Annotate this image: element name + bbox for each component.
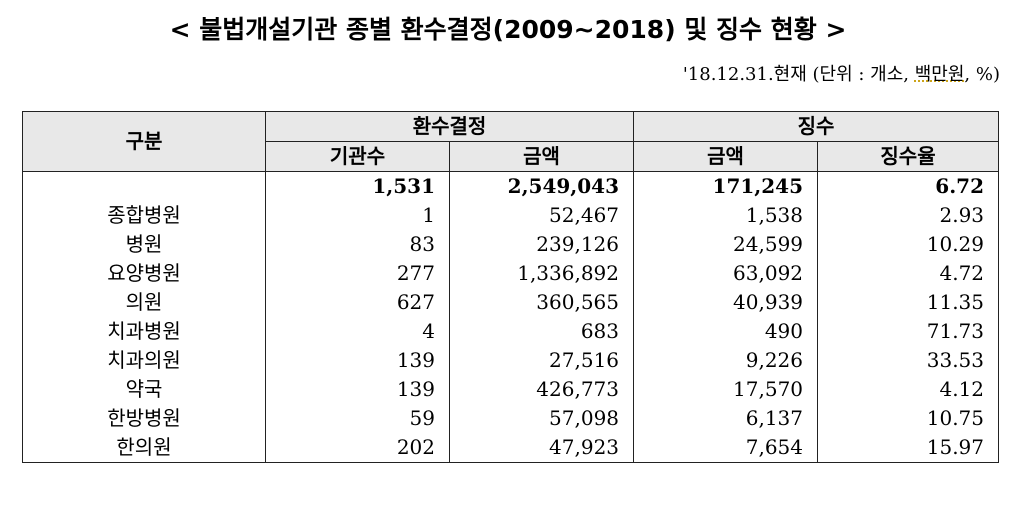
header-category: 구분 xyxy=(22,111,266,172)
row-recovery-amount: 52,467 xyxy=(448,201,635,230)
header-collection-rate: 징수율 xyxy=(817,141,1000,172)
table-row: 병원 83 239,126 24,599 10.29 xyxy=(22,230,1000,259)
row-label: 요양병원 xyxy=(22,259,266,288)
row-collection-amount: 9,226 xyxy=(633,346,819,375)
total-rate: 6.72 xyxy=(817,171,1000,201)
total-recovery-amount: 2,549,043 xyxy=(448,171,635,201)
date-unit-note: '18.12.31.현재 (단위 : 개소, 백만원, %) xyxy=(683,60,1000,86)
row-institutions: 139 xyxy=(265,375,450,404)
row-institutions: 627 xyxy=(265,288,450,317)
row-collection-amount: 17,570 xyxy=(633,375,819,404)
row-rate: 10.29 xyxy=(817,230,1000,259)
row-institutions: 59 xyxy=(265,404,450,433)
row-label: 치과병원 xyxy=(22,317,266,346)
row-label: 치과의원 xyxy=(22,346,266,375)
row-label: 한의원 xyxy=(22,433,266,463)
table-row: 요양병원 277 1,336,892 63,092 4.72 xyxy=(22,259,1000,288)
row-label: 한방병원 xyxy=(22,404,266,433)
row-label: 약국 xyxy=(22,375,266,404)
row-recovery-amount: 57,098 xyxy=(448,404,635,433)
row-recovery-amount: 360,565 xyxy=(448,288,635,317)
row-collection-amount: 7,654 xyxy=(633,433,819,463)
total-row: 1,531 2,549,043 171,245 6.72 xyxy=(22,171,1000,201)
table-row: 약국 139 426,773 17,570 4.12 xyxy=(22,375,1000,404)
row-collection-amount: 40,939 xyxy=(633,288,819,317)
table-row: 의원 627 360,565 40,939 11.35 xyxy=(22,288,1000,317)
row-institutions: 277 xyxy=(265,259,450,288)
table-row: 치과병원 4 683 490 71.73 xyxy=(22,317,1000,346)
row-institutions: 83 xyxy=(265,230,450,259)
recovery-collection-table: 구분 환수결정 징수 기관수 금액 금액 징수율 1,531 2,549,043… xyxy=(22,111,1000,463)
row-rate: 10.75 xyxy=(817,404,1000,433)
row-collection-amount: 24,599 xyxy=(633,230,819,259)
row-collection-amount: 6,137 xyxy=(633,404,819,433)
row-recovery-amount: 47,923 xyxy=(448,433,635,463)
row-institutions: 4 xyxy=(265,317,450,346)
table-row: 종합병원 1 52,467 1,538 2.93 xyxy=(22,201,1000,230)
row-rate: 4.72 xyxy=(817,259,1000,288)
row-rate: 71.73 xyxy=(817,317,1000,346)
row-collection-amount: 1,538 xyxy=(633,201,819,230)
page-title: < 불법개설기관 종별 환수결정(2009~2018) 및 징수 현황 > xyxy=(169,15,847,44)
total-institutions: 1,531 xyxy=(265,171,450,201)
row-label: 종합병원 xyxy=(22,201,266,230)
header-group-recovery: 환수결정 xyxy=(264,111,635,142)
row-institutions: 139 xyxy=(265,346,450,375)
row-recovery-amount: 1,336,892 xyxy=(448,259,635,288)
row-label: 병원 xyxy=(22,230,266,259)
unit-currency: 백만원 xyxy=(914,64,965,85)
header-collection-amount: 금액 xyxy=(633,141,819,172)
header-recovery-amount: 금액 xyxy=(448,141,635,172)
row-recovery-amount: 239,126 xyxy=(448,230,635,259)
date-unit-suffix: , %) xyxy=(964,64,1000,85)
row-rate: 33.53 xyxy=(817,346,1000,375)
row-recovery-amount: 27,516 xyxy=(448,346,635,375)
row-recovery-amount: 683 xyxy=(448,317,635,346)
header-group-collection: 징수 xyxy=(633,111,1000,142)
header-institutions: 기관수 xyxy=(265,141,450,172)
row-institutions: 202 xyxy=(265,433,450,463)
row-rate: 4.12 xyxy=(817,375,1000,404)
row-label: 의원 xyxy=(22,288,266,317)
table-body: 1,531 2,549,043 171,245 6.72 종합병원 1 52,4… xyxy=(22,171,1000,463)
row-rate: 11.35 xyxy=(817,288,1000,317)
table-row: 치과의원 139 27,516 9,226 33.53 xyxy=(22,346,1000,375)
table-row: 한의원 202 47,923 7,654 15.97 xyxy=(22,433,1000,463)
row-collection-amount: 490 xyxy=(633,317,819,346)
row-collection-amount: 63,092 xyxy=(633,259,819,288)
row-institutions: 1 xyxy=(265,201,450,230)
date-unit-prefix: '18.12.31.현재 (단위 : 개소, xyxy=(682,64,915,85)
total-collection-amount: 171,245 xyxy=(633,171,819,201)
row-rate: 2.93 xyxy=(817,201,1000,230)
table-row: 한방병원 59 57,098 6,137 10.75 xyxy=(22,404,1000,433)
row-recovery-amount: 426,773 xyxy=(448,375,635,404)
row-rate: 15.97 xyxy=(817,433,1000,463)
total-label xyxy=(22,171,266,201)
